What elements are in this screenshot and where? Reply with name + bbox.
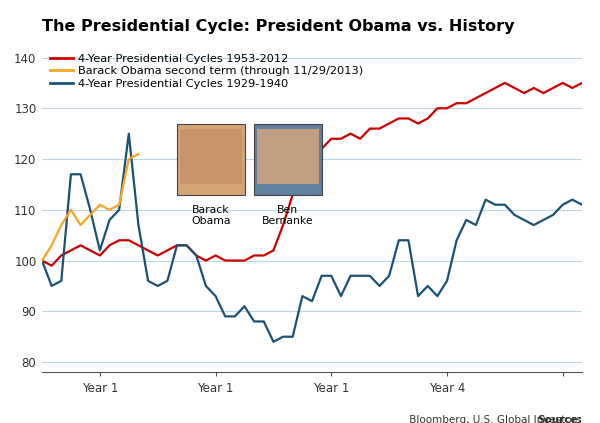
Bar: [257, 129, 319, 184]
Text: Source:: Source:: [537, 415, 582, 423]
Bar: [254, 124, 322, 195]
Text: Bloomberg, U.S. Global Investors: Bloomberg, U.S. Global Investors: [406, 415, 582, 423]
Legend: 4-Year Presidential Cycles 1953-2012, Barack Obama second term (through 11/29/20: 4-Year Presidential Cycles 1953-2012, Ba…: [47, 51, 366, 91]
Text: The Presidential Cycle: President Obama vs. History: The Presidential Cycle: President Obama …: [42, 19, 515, 34]
Text: Barack
Obama: Barack Obama: [191, 205, 230, 226]
Text: Ben
Bernanke: Ben Bernanke: [262, 205, 314, 226]
Bar: [180, 129, 242, 184]
Bar: [177, 124, 245, 195]
